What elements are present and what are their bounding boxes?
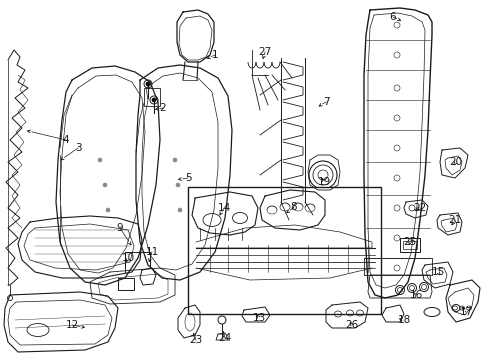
Text: 5: 5 xyxy=(185,173,191,183)
Bar xyxy=(400,238,420,252)
Bar xyxy=(118,278,134,290)
Text: 25: 25 xyxy=(403,237,416,247)
Bar xyxy=(144,88,160,106)
Ellipse shape xyxy=(176,183,180,187)
Text: 14: 14 xyxy=(218,203,231,213)
Text: 24: 24 xyxy=(219,333,232,343)
Text: 8: 8 xyxy=(291,202,297,212)
Ellipse shape xyxy=(173,158,177,162)
Text: 6: 6 xyxy=(390,12,396,22)
Text: 3: 3 xyxy=(74,143,81,153)
Text: 20: 20 xyxy=(449,157,463,167)
Text: 12: 12 xyxy=(65,320,78,330)
Text: 2: 2 xyxy=(160,103,166,113)
Ellipse shape xyxy=(178,208,182,212)
Text: 17: 17 xyxy=(460,307,473,317)
Text: 26: 26 xyxy=(345,320,359,330)
Text: 27: 27 xyxy=(258,47,271,57)
Ellipse shape xyxy=(103,183,107,187)
Bar xyxy=(403,241,417,249)
Text: 22: 22 xyxy=(414,203,427,213)
Text: 4: 4 xyxy=(63,135,69,145)
Text: 11: 11 xyxy=(146,247,159,257)
Text: 10: 10 xyxy=(122,253,135,263)
Text: 18: 18 xyxy=(397,315,411,325)
Ellipse shape xyxy=(98,158,102,162)
Text: 1: 1 xyxy=(212,50,219,60)
Bar xyxy=(188,187,381,314)
Text: 15: 15 xyxy=(431,267,444,277)
Ellipse shape xyxy=(152,98,156,102)
Text: 16: 16 xyxy=(409,290,423,300)
Text: 7: 7 xyxy=(323,97,329,107)
Text: 13: 13 xyxy=(252,313,266,323)
Ellipse shape xyxy=(146,82,150,86)
Text: 23: 23 xyxy=(189,335,203,345)
Text: 19: 19 xyxy=(318,177,331,187)
Text: 21: 21 xyxy=(448,215,462,225)
Ellipse shape xyxy=(106,208,110,212)
Text: 9: 9 xyxy=(117,223,123,233)
